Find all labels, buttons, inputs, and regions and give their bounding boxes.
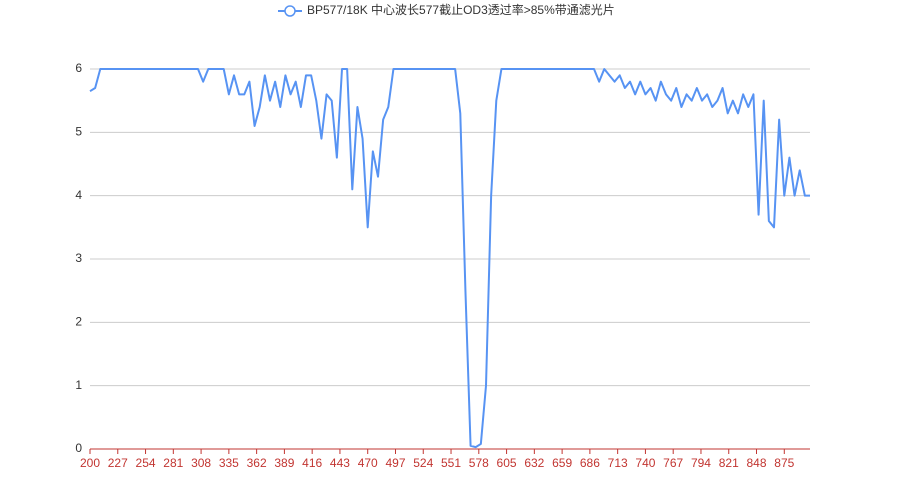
x-tick-label: 443 (330, 456, 350, 470)
legend-label: BP577/18K 中心波长577截止OD3透过率>85%带通滤光片 (307, 2, 615, 17)
x-tick-label: 335 (219, 456, 239, 470)
x-tick-label: 551 (441, 456, 461, 470)
x-tick-label: 659 (552, 456, 572, 470)
x-tick-label: 848 (746, 456, 766, 470)
x-tick-label: 200 (80, 456, 100, 470)
legend[interactable]: BP577/18K 中心波长577截止OD3透过率>85%带通滤光片 (278, 2, 615, 17)
x-tick-label: 713 (608, 456, 628, 470)
x-tick-label: 281 (163, 456, 183, 470)
x-tick-label: 875 (774, 456, 794, 470)
x-tick-label: 605 (497, 456, 517, 470)
x-tick-label: 470 (358, 456, 378, 470)
x-tick-label: 227 (108, 456, 128, 470)
x-tick-label: 794 (691, 456, 711, 470)
x-tick-label: 416 (302, 456, 322, 470)
x-tick-label: 389 (274, 456, 294, 470)
y-tick-label: 0 (75, 441, 82, 455)
y-tick-label: 4 (75, 188, 82, 202)
series-line (89, 68, 810, 449)
y-tick-label: 1 (75, 378, 82, 392)
x-tick-label: 308 (191, 456, 211, 470)
legend-symbol (284, 5, 296, 17)
y-tick-label: 2 (75, 315, 82, 329)
x-tick-label: 632 (524, 456, 544, 470)
x-tick-label: 254 (136, 456, 156, 470)
y-tick-label: 6 (75, 61, 82, 75)
x-tick-label: 497 (385, 456, 405, 470)
x-tick-label: 578 (469, 456, 489, 470)
x-tick-label: 362 (247, 456, 267, 470)
x-tick-label: 767 (663, 456, 683, 470)
y-tick-label: 5 (75, 125, 82, 139)
x-tick-label: 524 (413, 456, 433, 470)
x-tick-label: 740 (635, 456, 655, 470)
x-tick-label: 686 (580, 456, 600, 470)
y-tick-label: 3 (75, 251, 82, 265)
x-tick-label: 821 (719, 456, 739, 470)
